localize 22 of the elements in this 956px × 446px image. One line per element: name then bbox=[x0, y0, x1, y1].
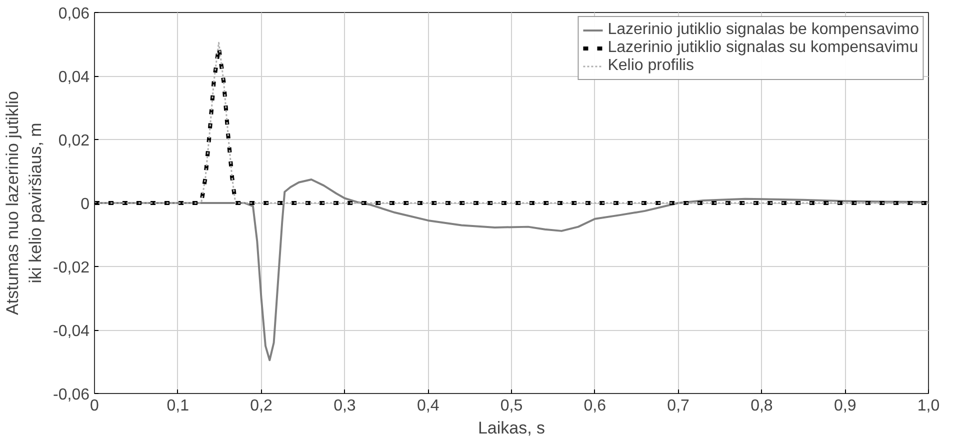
x-tick-label: 0,8 bbox=[750, 398, 773, 414]
y-tick-label: -0,04 bbox=[53, 323, 90, 340]
x-tick-label: 0,4 bbox=[416, 398, 440, 414]
x-axis-title: Laikas, s bbox=[478, 418, 546, 438]
y-tick-label: -0,02 bbox=[53, 260, 90, 276]
y-tick-label: -0,06 bbox=[53, 386, 90, 404]
y-axis-title: Atstumas nuo lazerinio jutiklio iki kelio paviršiaus, m bbox=[3, 91, 46, 315]
x-tick-label: 0,1 bbox=[166, 398, 190, 414]
x-tick-label: 0,6 bbox=[584, 398, 606, 414]
x-tick-label: 0,9 bbox=[834, 398, 856, 414]
y-tick-label: 0,02 bbox=[58, 132, 90, 150]
y-tick-label: 0 bbox=[80, 196, 90, 213]
x-tick-label: 0,2 bbox=[250, 398, 273, 414]
x-tick-label: 1,0 bbox=[917, 398, 940, 414]
y-tick-label: 0,04 bbox=[58, 69, 90, 86]
x-tick-label: 0,7 bbox=[667, 398, 690, 414]
x-tick-label: 0,5 bbox=[500, 398, 523, 414]
legend-label: Lazerinio jutiklio signalas su kompensavimu bbox=[608, 39, 918, 57]
x-tick-label: 0,3 bbox=[334, 398, 356, 414]
y-tick-label: 0,06 bbox=[58, 6, 90, 22]
legend-label: Kelio profilis bbox=[608, 57, 694, 75]
legend-label: Lazerinio jutiklio signalas be kompensavimo bbox=[608, 21, 919, 39]
